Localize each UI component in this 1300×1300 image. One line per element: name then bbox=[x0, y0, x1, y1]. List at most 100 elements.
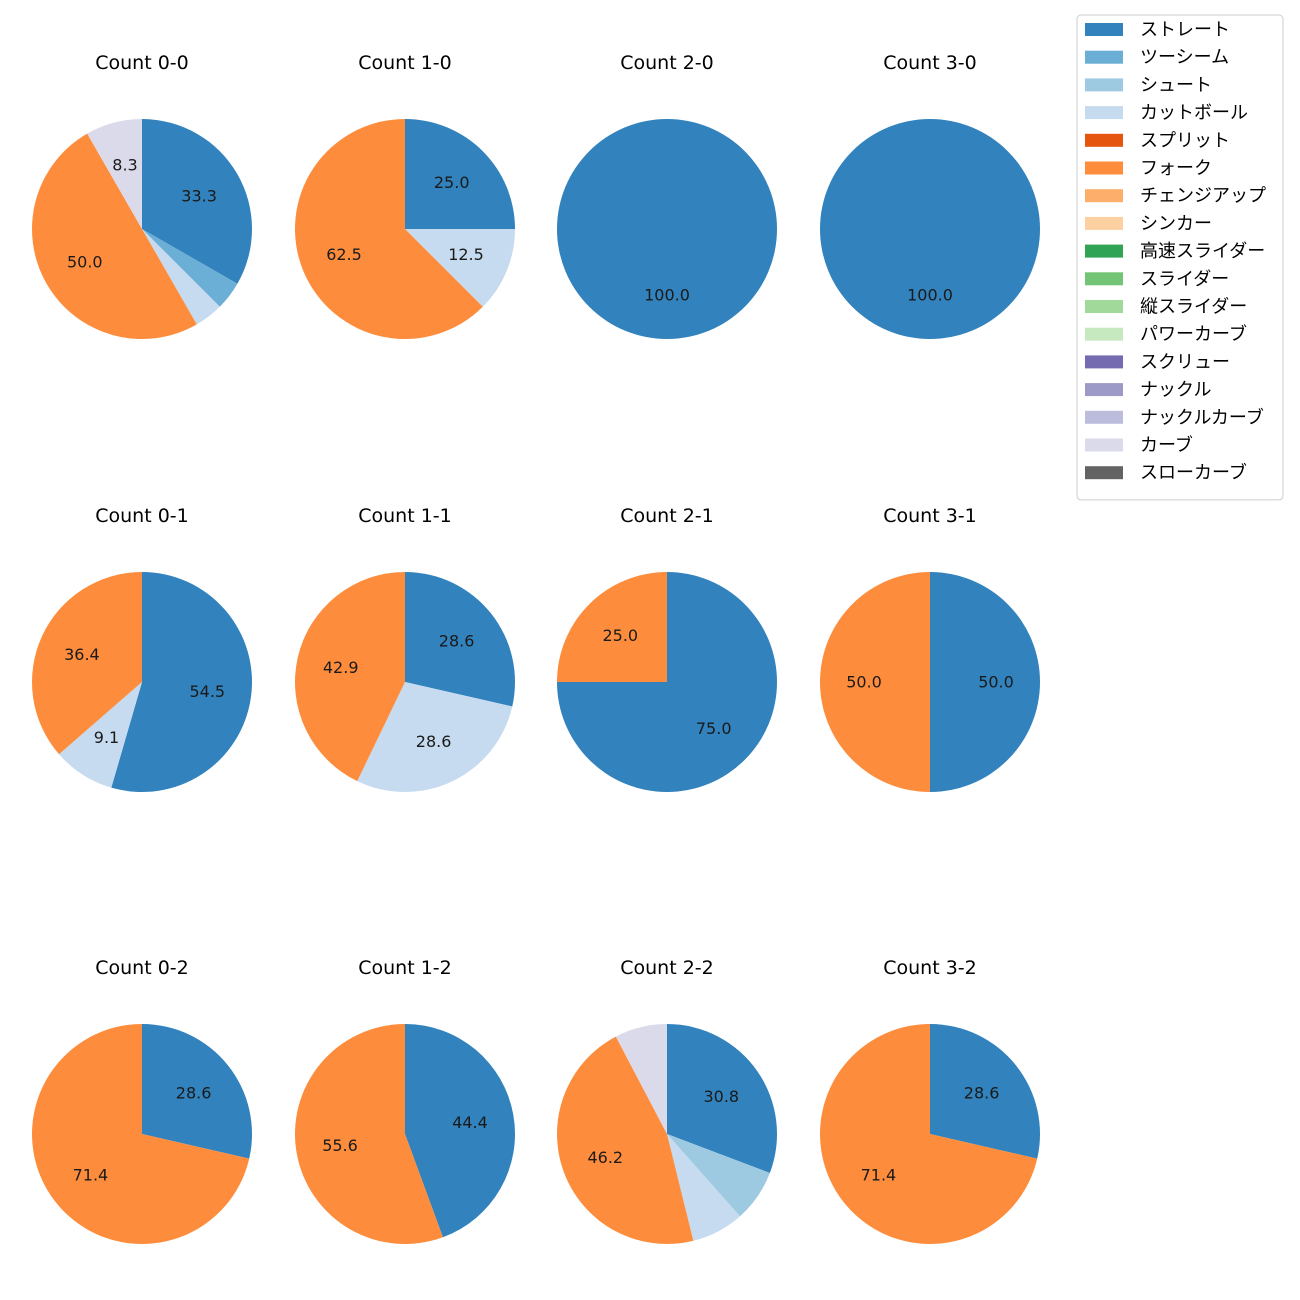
pie-title: Count 1-2 bbox=[358, 957, 452, 979]
legend-swatch bbox=[1085, 244, 1123, 258]
pie-title: Count 0-2 bbox=[95, 957, 189, 979]
pie-chart-2: Count 1-0 25.0 12.5 62.5 bbox=[294, 52, 515, 339]
pie-slice-e38395e382a9e383bce382af bbox=[32, 572, 142, 755]
pie-slice-e38395e382a9e383bce382af bbox=[32, 1024, 250, 1244]
pie-chart-12: Count 3-2 28.6 71.4 bbox=[820, 957, 1041, 1244]
pie-slice-e382abe38383e38388e3839ce383bce383ab bbox=[405, 229, 515, 307]
legend-swatch bbox=[1085, 466, 1123, 480]
legend-item: フォーク bbox=[1085, 158, 1212, 179]
legend-swatch bbox=[1085, 272, 1123, 286]
legend-swatch bbox=[1085, 355, 1123, 369]
legend-item: 高速スライダー bbox=[1085, 241, 1265, 262]
pie-title: Count 1-1 bbox=[358, 505, 452, 527]
legend-label: スプリット bbox=[1140, 130, 1230, 151]
pie-title: Count 1-0 bbox=[358, 52, 452, 74]
legend-item: ナックルカーブ bbox=[1085, 406, 1264, 428]
pie-slice-e382abe38383e38388e3839ce383bce383ab bbox=[357, 682, 513, 793]
slice-label: 44.4 bbox=[452, 1113, 488, 1132]
legend-swatch bbox=[1085, 50, 1123, 64]
slice-label: 50.0 bbox=[67, 252, 103, 271]
pie-chart-9: Count 0-2 28.6 71.4 bbox=[32, 957, 253, 1244]
pie-slice-e38384e383bce382b7e383bce383a0 bbox=[142, 229, 238, 307]
legend-label: ナックルカーブ bbox=[1140, 406, 1264, 428]
pie-slice-e38395e382a9e383bce382af bbox=[31, 133, 197, 340]
legend-swatch bbox=[1085, 23, 1123, 36]
pie-slice-e38395e382a9e383bce382af bbox=[557, 572, 667, 682]
legend-label: 縦スライダー bbox=[1140, 297, 1247, 318]
pie-chart-4: Count 3-0 100.0 bbox=[820, 52, 1040, 339]
pie-chart-5: Count 0-1 54.5 9.1 36.4 bbox=[32, 505, 253, 792]
pie-slice-e38395e382a9e383bce382af bbox=[557, 1036, 694, 1244]
pie-slice-e382abe383bce38396 bbox=[87, 118, 142, 229]
pie-slice-e382abe38383e38388e3839ce383bce383ab bbox=[667, 1134, 740, 1241]
pie-slice-e38395e382a9e383bce382af bbox=[294, 118, 483, 339]
legend-swatch bbox=[1085, 161, 1123, 175]
pie-chart-1: Count 0-0 33.3 50.0 8.3 bbox=[31, 52, 253, 340]
slice-label: 28.6 bbox=[964, 1083, 1000, 1102]
legend-label: シュート bbox=[1140, 75, 1212, 96]
legend: ストレートツーシームシュートカットボールスプリットフォークチェンジアップシンカー… bbox=[1076, 14, 1284, 501]
legend-label: 高速スライダー bbox=[1140, 241, 1265, 262]
legend-label: カーブ bbox=[1140, 434, 1193, 456]
legend-swatch bbox=[1085, 300, 1123, 313]
pie-slice-e382b9e38388e383ace383bce38388 bbox=[111, 572, 253, 792]
pie-slice-e382b9e38388e383ace383bce38388 bbox=[405, 119, 515, 229]
legend-item: スプリット bbox=[1085, 130, 1230, 151]
legend-item: チェンジアップ bbox=[1085, 186, 1266, 207]
pie-slice-e382b9e38388e383ace383bce38388 bbox=[405, 572, 515, 707]
legend-item: パワーカーブ bbox=[1085, 323, 1247, 345]
slice-label: 9.1 bbox=[94, 728, 119, 747]
pie-slice-e382b9e38388e383ace383bce38388 bbox=[930, 572, 1040, 792]
pie-slice-e382b9e38388e383ace383bce38388 bbox=[667, 1024, 777, 1174]
slice-label: 33.3 bbox=[181, 186, 217, 205]
pie-slice-e382abe38383e38388e3839ce383bce383ab bbox=[59, 682, 142, 788]
legend-swatch bbox=[1085, 410, 1123, 424]
slice-label: 25.0 bbox=[434, 173, 470, 192]
pie-slice-e38395e382a9e383bce382af bbox=[294, 1024, 443, 1244]
legend-label: スライダー bbox=[1140, 269, 1229, 290]
pie-chart-7: Count 2-1 75.0 25.0 bbox=[557, 505, 777, 792]
legend-label: シンカー bbox=[1140, 213, 1212, 234]
pie-charts: Count 0-0 33.3 50.0 8.3 Count 1-0 25.0 12.5 62.… bbox=[31, 52, 1041, 1244]
legend-item: ナックル bbox=[1085, 380, 1211, 401]
slice-label: 50.0 bbox=[846, 673, 882, 692]
pie-title: Count 0-1 bbox=[95, 505, 189, 527]
legend-swatch bbox=[1085, 216, 1123, 230]
pie-slice-e382b9e38388e383ace383bce38388 bbox=[142, 1024, 253, 1159]
legend-item: カーブ bbox=[1085, 434, 1193, 456]
pie-slice-e38395e382a9e383bce382af bbox=[820, 572, 930, 792]
legend-swatch bbox=[1085, 78, 1123, 92]
pie-title: Count 2-1 bbox=[620, 505, 714, 527]
slice-label: 71.4 bbox=[73, 1166, 109, 1185]
slice-label: 71.4 bbox=[861, 1166, 897, 1185]
legend-label: チェンジアップ bbox=[1140, 186, 1266, 207]
slice-label: 28.6 bbox=[439, 631, 475, 650]
legend-label: ナックル bbox=[1140, 380, 1211, 401]
slice-label: 8.3 bbox=[112, 156, 137, 175]
legend-item: カットボール bbox=[1085, 103, 1248, 124]
legend-label: カットボール bbox=[1140, 103, 1248, 124]
slice-label: 50.0 bbox=[978, 673, 1014, 692]
pie-slice-e382b9e38388e383ace383bce38388 bbox=[930, 1024, 1041, 1159]
pie-title: Count 3-1 bbox=[883, 505, 977, 527]
pie-chart-8: Count 3-1 50.0 50.0 bbox=[820, 505, 1040, 792]
pie-slice-e382b9e38388e383ace383bce38388 bbox=[142, 119, 253, 284]
legend-label: ストレート bbox=[1140, 20, 1230, 41]
slice-label: 28.6 bbox=[176, 1083, 212, 1102]
pie-title: Count 3-2 bbox=[883, 957, 977, 979]
slice-label: 28.6 bbox=[416, 732, 452, 751]
legend-label: パワーカーブ bbox=[1140, 323, 1247, 345]
pie-slice-e382b7e383a5e383bce38388 bbox=[667, 1134, 770, 1217]
legend-label: ツーシーム bbox=[1140, 47, 1229, 68]
slice-label: 46.2 bbox=[587, 1148, 623, 1167]
pie-slice-e382b9e38388e383ace383bce38388 bbox=[820, 119, 1040, 339]
legend-swatch bbox=[1085, 327, 1123, 341]
legend-label: フォーク bbox=[1140, 158, 1212, 179]
pie-chart-3: Count 2-0 100.0 bbox=[557, 52, 777, 339]
legend-item: ストレート bbox=[1085, 20, 1230, 41]
legend-label: スクリュー bbox=[1140, 352, 1230, 373]
slice-label: 75.0 bbox=[696, 719, 732, 738]
slice-label: 36.4 bbox=[64, 645, 100, 664]
legend-item: スローカーブ bbox=[1085, 462, 1247, 484]
